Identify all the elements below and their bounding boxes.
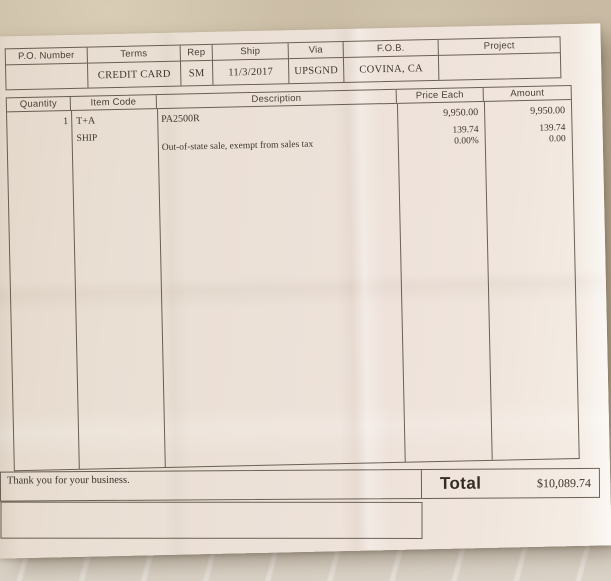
total-amount: $10,089.74: [536, 475, 591, 490]
item-price-each: 0.00%: [454, 136, 479, 147]
items-header-amount: Amount: [510, 87, 545, 100]
items-header-price-each: Price Each: [396, 87, 484, 103]
project-value: [439, 53, 560, 80]
memo-box: [0, 501, 423, 539]
total-label: Total: [439, 473, 482, 493]
fob-value: COVINA, CA: [359, 62, 424, 76]
ship-value: 11/3/2017: [228, 66, 274, 79]
items-header-quantity: Quantity: [6, 96, 71, 112]
items-table: Quantity Item Code Description Price Eac…: [5, 85, 580, 472]
po-col-project: Project: [438, 37, 561, 80]
terms-value: CREDIT CARD: [97, 68, 171, 81]
po-number-value: [6, 64, 88, 90]
invoice-paper: P.O. Number Terms CREDIT CARD Rep SM Shi…: [0, 23, 611, 559]
total-cell: Total $10,089.74: [422, 469, 599, 498]
item-quantity: [8, 145, 72, 157]
item-amount: 0.00: [549, 134, 566, 145]
po-col-rep: Rep SM: [180, 44, 214, 86]
po-col-via: Via UPSGND: [288, 41, 345, 84]
items-table-body: 1 T+A PA2500R 9,950.00 9,950.00 SHIP 139…: [7, 100, 579, 470]
column-divider: [483, 101, 493, 460]
po-col-ship: Ship 11/3/2017: [212, 43, 290, 85]
po-header-table: P.O. Number Terms CREDIT CARD Rep SM Shi…: [4, 36, 562, 91]
items-header-item-code: Item Code: [70, 95, 157, 110]
footer-message-cell: Thank you for your business.: [0, 470, 423, 501]
item-code: [72, 143, 158, 156]
item-description: PA2500R: [161, 113, 200, 125]
via-value: UPSGND: [294, 64, 339, 77]
footer-message: Thank you for your business.: [6, 474, 130, 487]
column-divider: [71, 110, 80, 469]
item-price-each: 9,950.00: [443, 107, 479, 119]
column-divider: [156, 109, 166, 467]
via-label: Via: [288, 42, 343, 60]
po-col-terms: Terms CREDIT CARD: [87, 45, 182, 88]
invoice-footer-row: Thank you for your business. Total $10,0…: [0, 467, 601, 502]
rep-value: SM: [188, 67, 205, 79]
po-number-label: P.O. Number: [5, 47, 87, 66]
item-code: T+A: [76, 115, 96, 127]
rep-label: Rep: [180, 44, 212, 62]
item-quantity: 1: [63, 116, 69, 128]
item-amount: 9,950.00: [530, 105, 566, 117]
po-col-fob: F.O.B. COVINA, CA: [343, 39, 440, 82]
ship-label: Ship: [212, 43, 288, 61]
po-col-po-number: P.O. Number: [5, 47, 89, 90]
column-divider: [396, 103, 406, 462]
